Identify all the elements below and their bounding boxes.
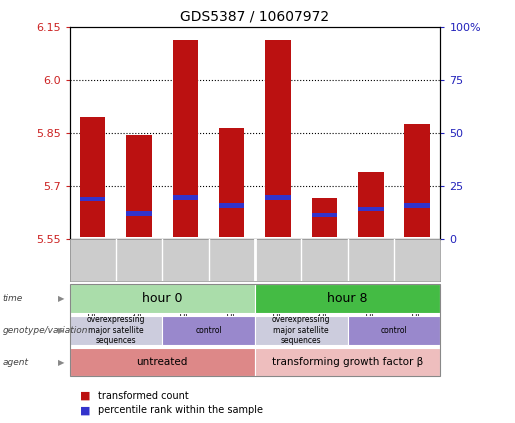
Text: control: control bbox=[195, 326, 222, 335]
Bar bbox=[265, 195, 291, 200]
Bar bbox=[312, 213, 337, 217]
Text: ▶: ▶ bbox=[58, 294, 64, 303]
Bar bbox=[358, 207, 384, 212]
Text: ▶: ▶ bbox=[58, 326, 64, 335]
Text: time: time bbox=[3, 294, 23, 303]
Bar bbox=[358, 172, 384, 237]
Text: genotype/variation: genotype/variation bbox=[3, 326, 88, 335]
Bar bbox=[219, 128, 245, 237]
Bar bbox=[80, 118, 106, 237]
Text: hour 8: hour 8 bbox=[328, 292, 368, 305]
Bar bbox=[404, 203, 430, 208]
Bar bbox=[173, 195, 198, 200]
Text: percentile rank within the sample: percentile rank within the sample bbox=[98, 405, 263, 415]
Text: transformed count: transformed count bbox=[98, 390, 188, 401]
Text: untreated: untreated bbox=[136, 357, 188, 367]
Text: hour 0: hour 0 bbox=[142, 292, 182, 305]
Bar bbox=[126, 211, 152, 216]
Text: ■: ■ bbox=[80, 405, 90, 415]
Bar bbox=[312, 198, 337, 237]
Text: ■: ■ bbox=[80, 390, 90, 401]
Text: transforming growth factor β: transforming growth factor β bbox=[272, 357, 423, 367]
Text: overexpressing
major satellite
sequences: overexpressing major satellite sequences bbox=[87, 316, 145, 345]
Bar bbox=[219, 203, 245, 208]
Text: overexpressing
major satellite
sequences: overexpressing major satellite sequences bbox=[272, 316, 331, 345]
Bar bbox=[265, 40, 291, 237]
Text: control: control bbox=[381, 326, 407, 335]
Bar bbox=[80, 197, 106, 201]
Bar bbox=[404, 124, 430, 237]
Title: GDS5387 / 10607972: GDS5387 / 10607972 bbox=[180, 10, 330, 24]
Bar bbox=[173, 40, 198, 237]
Bar bbox=[126, 135, 152, 237]
Text: ▶: ▶ bbox=[58, 357, 64, 367]
Text: agent: agent bbox=[3, 357, 28, 367]
